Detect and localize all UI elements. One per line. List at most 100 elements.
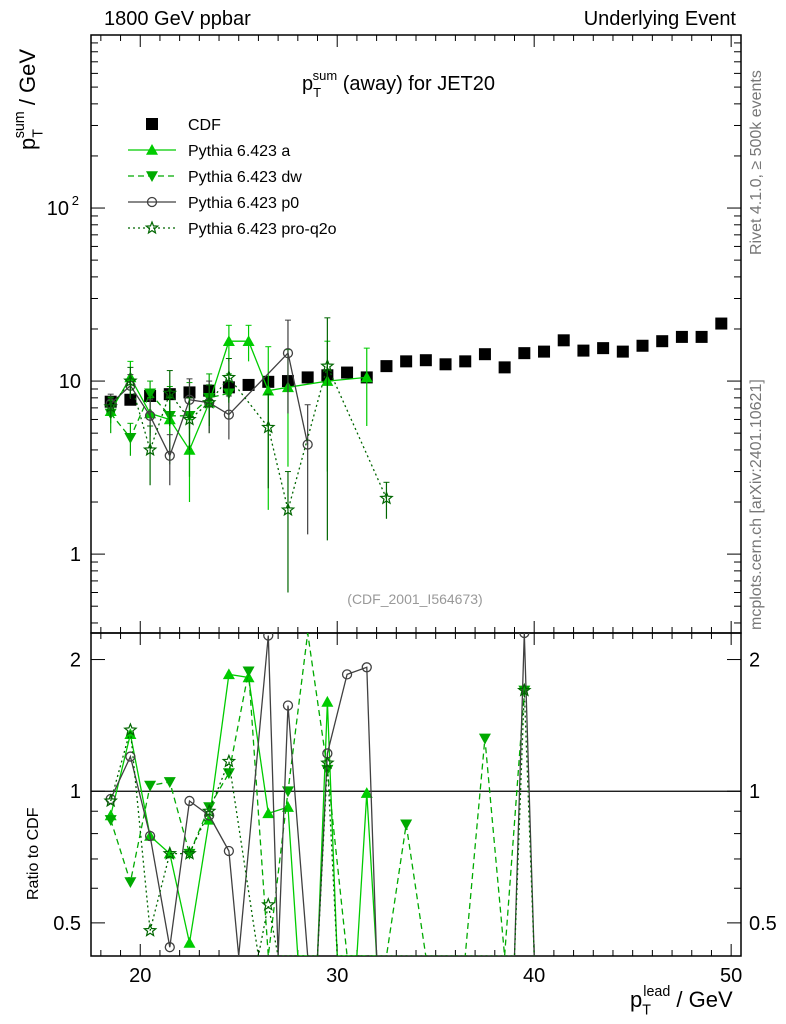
- ratio-point-pythia-6-423-a: [222, 668, 235, 680]
- legend-label-cdf: CDF: [188, 117, 221, 134]
- legend-marker-pythia-6-423-p0: [146, 196, 158, 208]
- legend-label-pythia-6-423-a: Pythia 6.423 a: [188, 143, 290, 160]
- data-point-cdf: [518, 347, 531, 360]
- ratio-point-pythia-6-423-dw: [104, 815, 117, 826]
- ratio-point-pythia-6-423-dw: [400, 819, 413, 831]
- data-point-pythia-6-423-a: [262, 384, 275, 396]
- y-axis-label-ratio: Ratio to CDF: [25, 807, 42, 900]
- data-point-pythia-6-423-dw: [124, 433, 137, 444]
- data-point-pythia-6-423-p0: [164, 450, 175, 461]
- data-point-cdf: [616, 345, 629, 358]
- ratio-point-pythia-6-423-a: [281, 801, 294, 812]
- data-point-pythia-6-423-p0: [223, 409, 235, 420]
- y-tick-label-ratio-left: 0.5: [53, 913, 81, 935]
- data-point-cdf: [557, 334, 570, 347]
- data-point-pythia-6-423-pro-q2o: [182, 411, 197, 426]
- data-point-pythia-6-423-pro-q2o: [201, 395, 217, 409]
- ratio-point-pythia-6-423-p0: [282, 700, 294, 711]
- ratio-point-pythia-6-423-pro-q2o: [221, 753, 237, 768]
- data-point-pythia-6-423-a: [242, 335, 255, 346]
- ratio-point-pythia-6-423-a: [183, 936, 196, 948]
- data-point-cdf: [538, 345, 551, 358]
- legend-marker-cdf: [146, 118, 158, 130]
- ratio-point-pythia-6-423-a: [124, 728, 137, 740]
- data-point-cdf: [597, 342, 610, 355]
- data-point-cdf: [341, 366, 354, 379]
- ratio-point-pythia-6-423-pro-q2o: [261, 897, 276, 911]
- ratio-panel-frame: [90, 632, 742, 957]
- main-series-group: [103, 317, 728, 593]
- data-point-pythia-6-423-a: [222, 335, 235, 346]
- y-tick-label-ratio-right: 1: [749, 781, 760, 803]
- data-point-pythia-6-423-dw: [144, 388, 157, 400]
- data-point-pythia-6-423-pro-q2o: [280, 502, 296, 517]
- ratio-point-pythia-6-423-pro-q2o: [182, 845, 197, 860]
- y-tick-label-main-exponent: 2: [72, 193, 79, 208]
- legend-label-pythia-6-423-dw: Pythia 6.423 dw: [188, 169, 302, 186]
- ratio-point-pythia-6-423-dw: [222, 768, 235, 780]
- ratio-point-pythia-6-423-p0: [519, 633, 530, 639]
- data-point-cdf: [577, 344, 590, 357]
- ratio-point-pythia-6-423-p0: [125, 751, 136, 762]
- y-tick-label-ratio-right: 0.5: [749, 913, 777, 935]
- data-point-cdf: [695, 330, 708, 343]
- y-tick-label-ratio-left: 2: [70, 650, 81, 672]
- ratio-point-pythia-6-423-pro-q2o: [162, 845, 178, 860]
- ratio-point-pythia-6-423-pro-q2o: [142, 922, 158, 937]
- x-tick-label: 20: [129, 965, 151, 987]
- x-axis-label: pTlead / GeV: [630, 984, 733, 1019]
- ratio-series-group: [103, 633, 535, 956]
- legend-marker-pythia-6-423-pro-q2o: [144, 220, 160, 235]
- data-point-cdf: [439, 358, 452, 371]
- ratio-point-pythia-6-423-a: [262, 807, 275, 819]
- ratio-point-pythia-6-423-dw: [242, 666, 255, 678]
- ratio-point-pythia-6-423-p0: [361, 662, 372, 673]
- y-tick-label-ratio-left: 1: [70, 781, 81, 803]
- data-point-cdf: [242, 378, 255, 391]
- x-tick-label: 50: [720, 965, 742, 987]
- ratio-point-pythia-6-423-p0: [164, 942, 175, 953]
- data-point-pythia-6-423-pro-q2o: [162, 385, 178, 400]
- legend-label-pythia-6-423-pro-q2o: Pythia 6.423 pro-q2o: [188, 221, 337, 238]
- data-point-cdf: [301, 371, 314, 384]
- ratio-line-pythia-6-423-dw: [110, 633, 525, 956]
- y-tick-label-main: 1: [70, 544, 81, 566]
- data-point-cdf: [636, 339, 649, 352]
- data-point-cdf: [459, 355, 472, 368]
- data-point-pythia-6-423-p0: [282, 347, 294, 359]
- ratio-point-pythia-6-423-p0: [144, 830, 156, 842]
- ratio-point-pythia-6-423-pro-q2o: [517, 682, 532, 697]
- ratio-point-pythia-6-423-pro-q2o: [320, 755, 335, 770]
- data-point-cdf: [675, 330, 688, 343]
- data-point-cdf: [715, 317, 728, 330]
- y-tick-label-main: 10: [59, 371, 81, 393]
- ratio-point-pythia-6-423-dw: [163, 777, 176, 788]
- data-point-pythia-6-423-pro-q2o: [103, 399, 118, 414]
- analysis-tag: (CDF_2001_I564673): [347, 591, 482, 607]
- data-point-cdf: [498, 361, 511, 374]
- y-axis-label-main: pTsum / GeV: [12, 49, 47, 150]
- ratio-point-pythia-6-423-pro-q2o: [103, 793, 118, 808]
- data-point-pythia-6-423-pro-q2o: [221, 369, 237, 384]
- ratio-point-pythia-6-423-pro-q2o: [123, 722, 138, 737]
- data-point-pythia-6-423-pro-q2o: [379, 490, 394, 505]
- data-point-pythia-6-423-pro-q2o: [320, 358, 335, 373]
- ratio-point-pythia-6-423-dw: [203, 802, 216, 814]
- ratio-point-pythia-6-423-dw: [478, 733, 491, 745]
- ratio-point-pythia-6-423-p0: [223, 845, 235, 857]
- ratio-point-pythia-6-423-p0: [184, 795, 195, 807]
- ratio-line-pythia-6-423-p0: [110, 633, 535, 956]
- y-tick-label-ratio-right: 2: [749, 650, 760, 672]
- data-point-pythia-6-423-pro-q2o: [142, 442, 158, 457]
- ratio-point-pythia-6-423-dw: [144, 780, 157, 792]
- ratio-point-pythia-6-423-a: [360, 787, 373, 798]
- ratio-point-pythia-6-423-a: [321, 695, 334, 707]
- data-point-cdf: [124, 393, 137, 406]
- header-right-label: Underlying Event: [583, 8, 736, 30]
- x-tick-label: 40: [523, 965, 545, 987]
- data-point-cdf: [478, 348, 491, 361]
- header-left-label: 1800 GeV ppbar: [104, 8, 251, 30]
- legend-marker-pythia-6-423-dw: [146, 171, 158, 182]
- legend-label-pythia-6-423-p0: Pythia 6.423 p0: [188, 195, 299, 212]
